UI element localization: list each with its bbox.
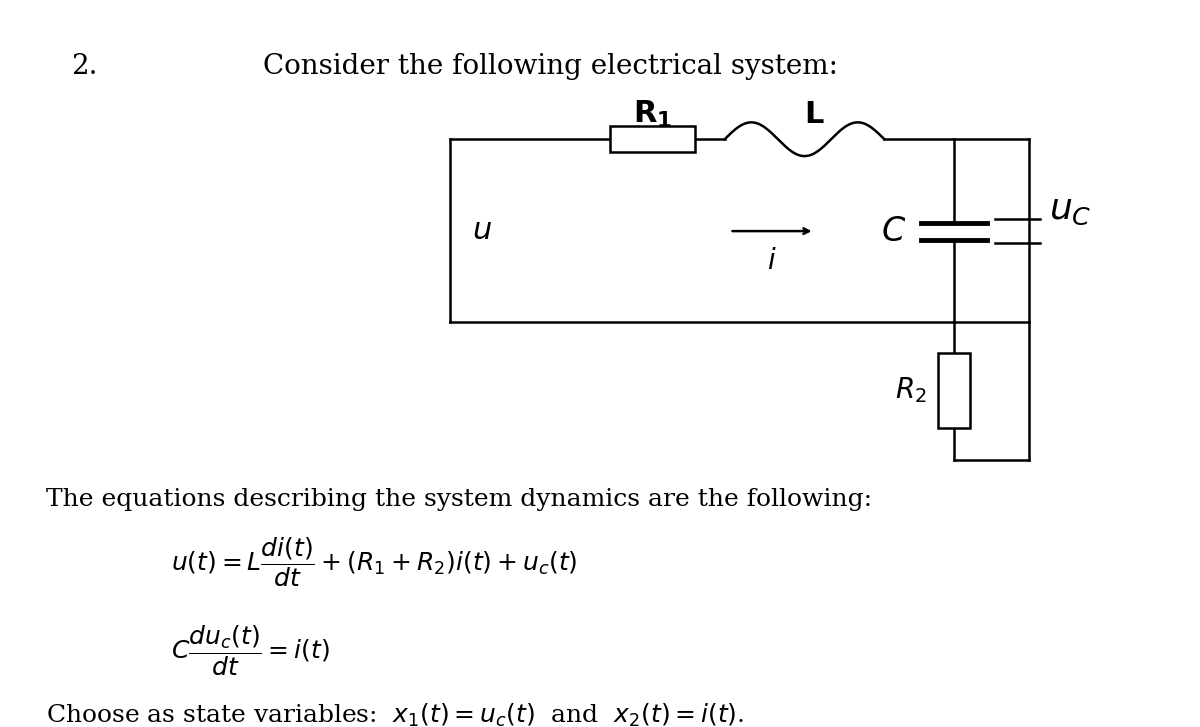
- Text: $C$: $C$: [881, 214, 906, 248]
- Text: $C\dfrac{du_c(t)}{dt} = i(t)$: $C\dfrac{du_c(t)}{dt} = i(t)$: [170, 624, 330, 678]
- Text: Consider the following electrical system:: Consider the following electrical system…: [263, 53, 838, 80]
- Bar: [610, 126, 695, 153]
- Text: $R_2$: $R_2$: [894, 376, 926, 406]
- Text: $\mathbf{R_1}$: $\mathbf{R_1}$: [632, 99, 672, 130]
- Text: $u(t) = L\dfrac{di(t)}{dt} + (R_1 + R_2)i(t) + u_c(t)$: $u(t) = L\dfrac{di(t)}{dt} + (R_1 + R_2)…: [170, 535, 577, 589]
- Text: $i$: $i$: [767, 248, 776, 275]
- Text: $u$: $u$: [473, 215, 492, 246]
- Text: 2.: 2.: [71, 53, 97, 80]
- Text: Choose as state variables:  $x_1(t) = u_c(t)$  and  $x_2(t) = i(t)$.: Choose as state variables: $x_1(t) = u_c…: [47, 702, 745, 727]
- Text: $\mathbf{L}$: $\mathbf{L}$: [804, 99, 824, 130]
- Text: The equations describing the system dynamics are the following:: The equations describing the system dyna…: [47, 488, 872, 511]
- Text: $u_C$: $u_C$: [1049, 193, 1092, 228]
- Bar: [938, 353, 970, 428]
